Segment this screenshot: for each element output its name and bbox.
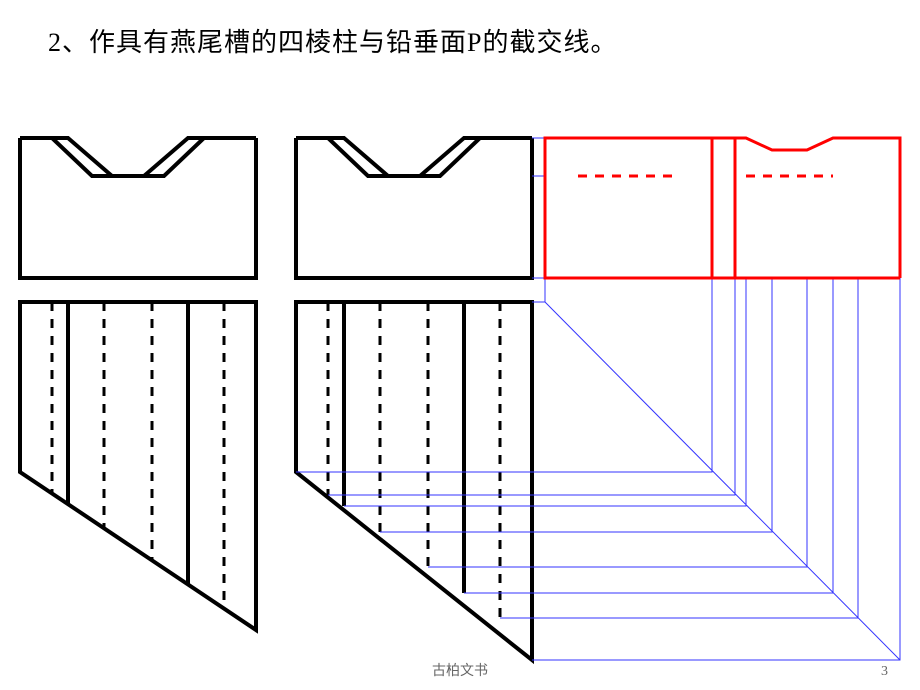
left-top-view (20, 302, 256, 630)
right-front-view (296, 138, 532, 278)
side-view-result (545, 138, 900, 278)
engineering-drawing (0, 0, 920, 690)
projection-lines (296, 138, 900, 660)
footer-watermark: 古柏文书 (0, 660, 920, 680)
left-front-view (20, 138, 256, 278)
right-top-view (296, 302, 532, 660)
page-number: 3 (881, 664, 888, 680)
